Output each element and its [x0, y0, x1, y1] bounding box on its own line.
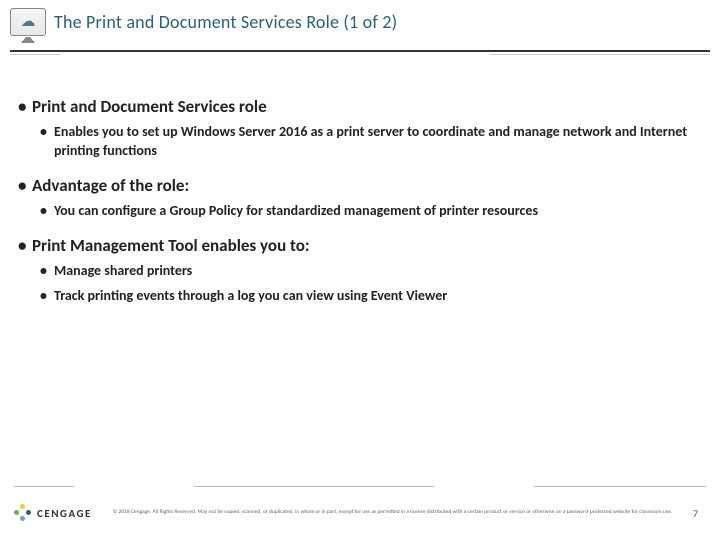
title-underline	[10, 50, 710, 52]
slide: ☁ The Print and Document Services Role (…	[0, 0, 720, 540]
bullet-l1: Print and Document Services role	[18, 96, 702, 117]
bullet-group: Print and Document Services role Enables…	[18, 96, 702, 161]
slide-footer: CENGAGE © 2018 Cengage. All Rights Reser…	[0, 486, 720, 540]
logo-mark-icon	[14, 504, 32, 522]
bullet-l1: Print Management Tool enables you to:	[18, 235, 702, 256]
bullet-l2: Enables you to set up Windows Server 201…	[40, 123, 702, 161]
cloud-monitor-icon: ☁	[10, 8, 46, 36]
bullet-l2: You can configure a Group Policy for sta…	[40, 202, 702, 221]
page-number: 7	[693, 507, 706, 520]
slide-header: ☁ The Print and Document Services Role (…	[0, 0, 720, 36]
bullet-group: Advantage of the role: You can configure…	[18, 175, 702, 221]
bullet-l1: Advantage of the role:	[18, 175, 702, 196]
brand-name: CENGAGE	[37, 507, 92, 520]
bullet-group: Print Management Tool enables you to: Ma…	[18, 235, 702, 306]
slide-content: Print and Document Services role Enables…	[0, 52, 720, 305]
cloud-icon: ☁	[21, 15, 36, 30]
slide-title: The Print and Document Services Role (1 …	[54, 11, 397, 33]
bullet-l2: Manage shared printers	[40, 262, 702, 281]
copyright-text: © 2018 Cengage. All Rights Reserved. May…	[92, 509, 693, 516]
brand-logo: CENGAGE	[14, 504, 92, 522]
bullet-l2: Track printing events through a log you …	[40, 287, 702, 306]
